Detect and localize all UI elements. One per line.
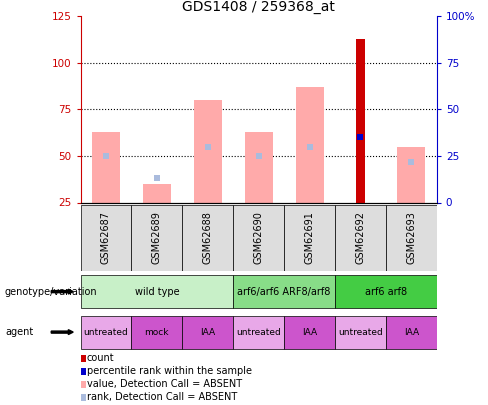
Title: GDS1408 / 259368_at: GDS1408 / 259368_at xyxy=(182,0,335,14)
Text: GSM62689: GSM62689 xyxy=(152,211,162,264)
Bar xyxy=(92,132,120,202)
Text: genotype/variation: genotype/variation xyxy=(5,287,98,296)
Bar xyxy=(284,316,335,348)
Text: IAA: IAA xyxy=(302,328,317,337)
Text: GSM62692: GSM62692 xyxy=(355,211,366,264)
Text: rank, Detection Call = ABSENT: rank, Detection Call = ABSENT xyxy=(87,392,237,402)
Text: agent: agent xyxy=(5,327,33,337)
Bar xyxy=(143,184,171,202)
Text: GSM62688: GSM62688 xyxy=(203,211,213,264)
Bar xyxy=(81,275,233,308)
Bar xyxy=(335,205,386,271)
Text: GSM62690: GSM62690 xyxy=(254,211,264,264)
Text: GSM62693: GSM62693 xyxy=(407,211,416,264)
Text: percentile rank within the sample: percentile rank within the sample xyxy=(87,367,252,376)
Text: IAA: IAA xyxy=(200,328,215,337)
Text: untreated: untreated xyxy=(236,328,281,337)
Text: wild type: wild type xyxy=(135,287,179,296)
Bar xyxy=(335,316,386,348)
Text: arf6/arf6 ARF8/arf8: arf6/arf6 ARF8/arf8 xyxy=(237,287,331,296)
Bar xyxy=(386,205,437,271)
Bar xyxy=(233,275,335,308)
Bar xyxy=(81,316,131,348)
Bar xyxy=(397,147,426,202)
Bar xyxy=(233,316,284,348)
Text: mock: mock xyxy=(144,328,169,337)
Bar xyxy=(183,205,233,271)
Bar xyxy=(356,38,366,202)
Bar xyxy=(233,205,284,271)
Bar xyxy=(131,316,183,348)
Text: untreated: untreated xyxy=(83,328,128,337)
Text: untreated: untreated xyxy=(338,328,383,337)
Bar xyxy=(296,87,324,202)
Text: arf6 arf8: arf6 arf8 xyxy=(365,287,407,296)
Bar xyxy=(335,275,437,308)
Text: IAA: IAA xyxy=(404,328,419,337)
Bar xyxy=(183,316,233,348)
Text: GSM62687: GSM62687 xyxy=(101,211,111,264)
Bar xyxy=(81,205,131,271)
Bar xyxy=(244,132,273,202)
Bar xyxy=(284,205,335,271)
Text: GSM62691: GSM62691 xyxy=(305,211,315,264)
Text: count: count xyxy=(87,354,114,363)
Bar xyxy=(131,205,183,271)
Bar xyxy=(194,100,222,202)
Bar xyxy=(386,316,437,348)
Text: value, Detection Call = ABSENT: value, Detection Call = ABSENT xyxy=(87,379,242,389)
